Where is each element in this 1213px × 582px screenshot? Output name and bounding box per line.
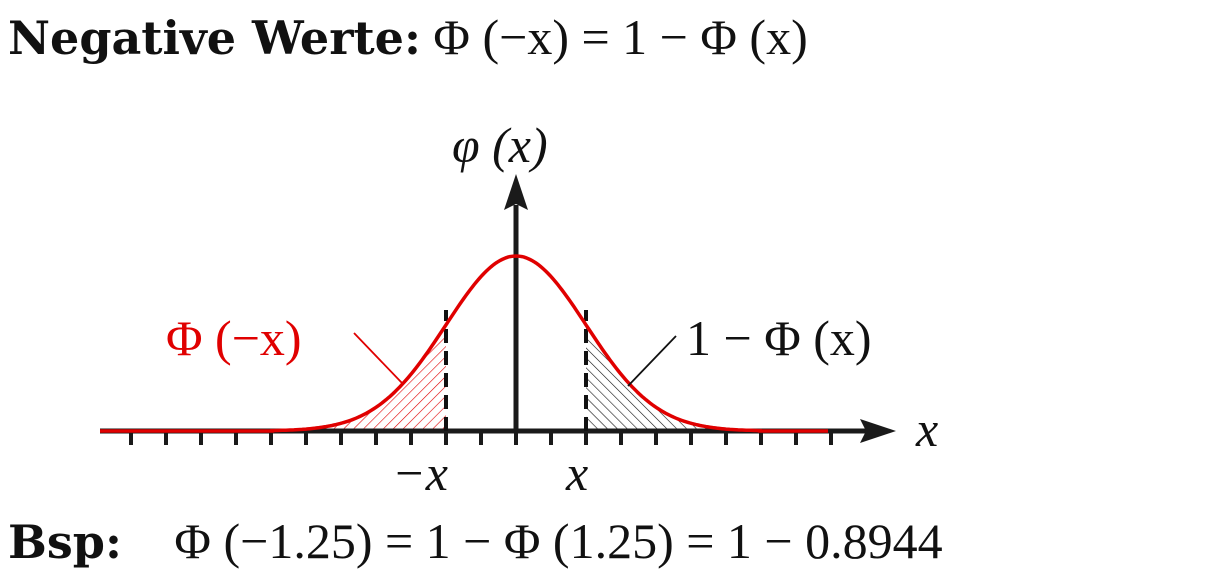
y-axis-label: φ (x) (452, 117, 548, 173)
left-area-label: Φ (−x) (166, 310, 302, 366)
x-axis-label: x (915, 401, 938, 457)
right-label-leader (627, 335, 677, 387)
example-line: Bsp: Φ (−1.25) = 1 − Φ (1.25) = 1 − 0.89… (8, 510, 943, 573)
pos-x-tick-label: x (565, 445, 588, 501)
y-axis-arrowhead (504, 174, 528, 210)
right-area-label: 1 − Φ (x) (686, 310, 872, 366)
heading-formula: Φ (−x) = 1 − Φ (x) (433, 9, 808, 65)
left-tail-area (272, 324, 446, 431)
x-axis-arrowhead (860, 419, 896, 443)
left-label-leader (353, 332, 403, 384)
page-title: Negative Werte: Φ (−x) = 1 − Φ (x) (8, 6, 808, 69)
density-curve (100, 254, 828, 433)
neg-x-tick-label: −x (392, 445, 448, 501)
example-label: Bsp: (8, 515, 122, 569)
x-axis-ticks (129, 431, 833, 445)
example-formula: Φ (−1.25) = 1 − Φ (1.25) = 1 − 0.8944 (174, 513, 943, 569)
right-tail-area (586, 324, 760, 431)
heading-label: Negative Werte: (8, 11, 421, 65)
